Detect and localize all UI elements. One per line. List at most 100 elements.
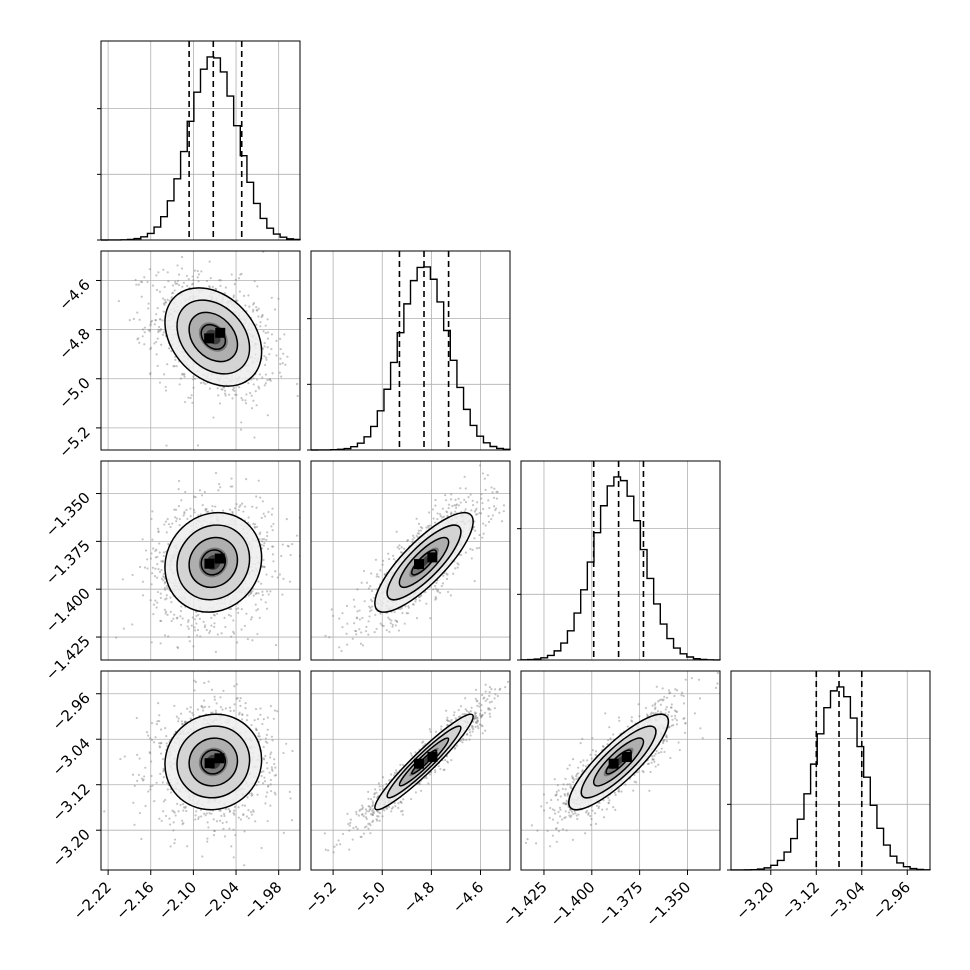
scatter-point — [202, 709, 205, 712]
scatter-point — [257, 385, 260, 388]
scatter-point — [143, 343, 146, 346]
scatter-point — [149, 320, 153, 323]
scatter-point — [139, 565, 142, 569]
scatter-point — [241, 398, 244, 402]
scatter-point — [236, 641, 239, 644]
scatter-point — [262, 330, 265, 333]
scatter-point — [361, 616, 364, 620]
scatter-point — [333, 845, 336, 848]
scatter-point — [449, 498, 453, 501]
scatter-point — [360, 813, 364, 816]
scatter-point — [274, 773, 278, 777]
scatter-point — [373, 792, 376, 795]
scatter-point — [242, 813, 245, 816]
scatter-point — [230, 845, 233, 848]
scatter-point — [193, 689, 196, 692]
scatter-point — [172, 365, 175, 368]
scatter-point — [417, 529, 420, 532]
scatter-point — [362, 569, 366, 573]
scatter-point — [332, 851, 335, 854]
scatter-point — [263, 541, 266, 545]
scatter-point — [184, 490, 187, 494]
scatter-point — [370, 609, 373, 612]
scatter-point — [177, 717, 180, 720]
scatter-point — [184, 720, 187, 723]
scatter-point — [284, 363, 287, 366]
scatter-point — [428, 524, 431, 527]
scatter-point — [181, 823, 184, 826]
scatter-point — [192, 713, 195, 717]
scatter-point — [237, 508, 240, 512]
scatter-point — [361, 806, 365, 809]
scatter-point — [235, 697, 238, 700]
scatter-point — [242, 294, 246, 297]
scatter-point — [159, 592, 162, 595]
scatter-point — [156, 601, 159, 604]
scatter-point — [211, 711, 214, 714]
scatter-point — [261, 782, 265, 785]
scatter-point — [371, 802, 375, 805]
scatter-point — [157, 530, 160, 534]
scatter-point — [389, 622, 392, 625]
scatter-point — [233, 283, 236, 286]
scatter-point — [149, 323, 152, 326]
scatter-point — [270, 766, 273, 769]
scatter-point — [164, 610, 168, 613]
scatter-point — [158, 742, 161, 745]
scatter-point — [492, 496, 496, 499]
scatter-point — [441, 582, 445, 585]
scatter-point — [212, 818, 215, 821]
scatter-point — [212, 613, 216, 616]
scatter-point — [186, 284, 189, 287]
scatter-point — [295, 534, 299, 537]
scatter-point — [243, 624, 246, 628]
scatter-point — [165, 444, 168, 447]
scatter-point — [490, 486, 493, 489]
scatter-point — [490, 688, 493, 691]
scatter-point — [269, 804, 272, 807]
scatter-point — [232, 811, 235, 815]
scatter-point — [207, 510, 210, 513]
scatter-point — [189, 507, 192, 510]
scatter-point — [467, 496, 470, 499]
scatter-point — [233, 507, 237, 510]
scatter-point — [457, 563, 460, 566]
scatter-point — [274, 570, 277, 573]
scatter-point — [256, 608, 260, 611]
scatter-point — [250, 394, 253, 397]
scatter-point — [165, 594, 168, 597]
scatter-point — [146, 567, 149, 570]
scatter-point — [399, 800, 402, 804]
scatter-point — [219, 284, 222, 288]
scatter-point — [156, 720, 159, 723]
scatter-point — [176, 279, 180, 283]
scatter-point — [259, 713, 262, 716]
scatter-point — [338, 617, 341, 620]
scatter-point — [255, 728, 258, 731]
scatter-point — [143, 566, 147, 569]
scatter-point — [167, 347, 171, 350]
scatter-point — [399, 551, 403, 554]
scatter-point — [425, 602, 428, 605]
scatter-point — [488, 694, 491, 698]
scatter-point — [466, 733, 469, 736]
scatter-point — [162, 310, 165, 313]
scatter-point — [270, 347, 273, 351]
panel-frame — [520, 460, 721, 661]
scatter-point — [264, 601, 267, 604]
panel-content — [101, 251, 300, 450]
scatter-point — [253, 436, 256, 439]
scatter-point — [257, 580, 260, 583]
scatter-point — [263, 566, 266, 569]
scatter-point — [261, 313, 264, 317]
scatter-point — [189, 396, 192, 400]
scatter-point — [251, 505, 254, 508]
scatter-point — [154, 567, 157, 570]
scatter-point — [158, 551, 161, 554]
scatter-point — [418, 595, 421, 598]
scatter-point — [232, 856, 235, 859]
scatter-point — [257, 735, 260, 738]
scatter-point — [155, 353, 158, 356]
scatter-point — [273, 758, 276, 761]
scatter-point — [416, 532, 419, 535]
